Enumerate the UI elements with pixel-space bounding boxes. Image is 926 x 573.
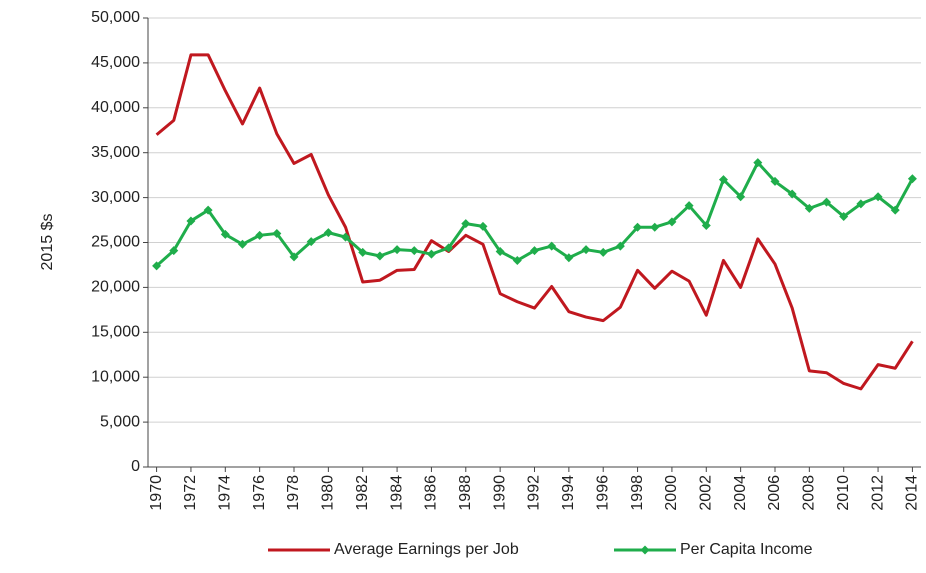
point-marker bbox=[633, 222, 643, 232]
y-tick-label: 10,000 bbox=[91, 368, 140, 385]
point-marker bbox=[581, 245, 591, 255]
point-marker bbox=[718, 175, 728, 185]
point-marker bbox=[409, 246, 419, 256]
point-marker bbox=[203, 205, 213, 215]
x-tick-label: 1996 bbox=[594, 475, 611, 511]
point-marker bbox=[169, 246, 179, 256]
legend-marker bbox=[640, 545, 650, 555]
point-marker bbox=[341, 232, 351, 242]
series-line bbox=[155, 53, 914, 391]
point-marker bbox=[547, 241, 557, 251]
x-tick-label: 1978 bbox=[285, 475, 302, 511]
x-tick-label: 1994 bbox=[560, 475, 577, 511]
x-tick-label: 2012 bbox=[869, 475, 886, 511]
point-marker bbox=[770, 176, 780, 186]
point-marker bbox=[495, 246, 505, 256]
point-marker bbox=[787, 189, 797, 199]
x-tick-label: 2014 bbox=[904, 475, 921, 511]
point-marker bbox=[512, 255, 522, 265]
x-tick-label: 1998 bbox=[629, 475, 646, 511]
point-marker bbox=[255, 230, 265, 240]
x-tick-label: 2000 bbox=[663, 475, 680, 511]
x-tick-label: 1976 bbox=[251, 475, 268, 511]
point-marker bbox=[907, 174, 917, 184]
y-tick-label: 50,000 bbox=[91, 9, 140, 26]
point-marker bbox=[873, 192, 883, 202]
y-tick-label: 5,000 bbox=[100, 413, 140, 430]
x-tick-label: 1986 bbox=[423, 475, 440, 511]
point-marker bbox=[289, 252, 299, 262]
x-tick-label: 1992 bbox=[526, 475, 543, 511]
point-marker bbox=[839, 211, 849, 221]
point-marker bbox=[667, 217, 677, 227]
point-marker bbox=[358, 247, 368, 257]
point-marker bbox=[152, 261, 162, 271]
point-marker bbox=[736, 192, 746, 202]
x-tick-label: 1970 bbox=[148, 475, 165, 511]
x-tick-label: 1980 bbox=[320, 475, 337, 511]
x-tick-label: 1972 bbox=[182, 475, 199, 511]
x-tick-label: 1988 bbox=[457, 475, 474, 511]
point-marker bbox=[444, 243, 454, 253]
x-tick-label: 2002 bbox=[697, 475, 714, 511]
x-tick-label: 2004 bbox=[732, 475, 749, 511]
point-marker bbox=[530, 246, 539, 256]
point-marker bbox=[564, 253, 574, 263]
y-tick-label: 15,000 bbox=[91, 324, 140, 341]
x-tick-label: 2010 bbox=[835, 475, 852, 511]
point-marker bbox=[890, 205, 900, 215]
point-marker bbox=[684, 201, 694, 211]
point-marker bbox=[478, 221, 488, 231]
y-tick-label: 25,000 bbox=[91, 234, 140, 251]
point-marker bbox=[461, 219, 471, 229]
point-marker bbox=[650, 222, 660, 232]
y-tick-label: 35,000 bbox=[91, 144, 140, 161]
y-tick-label: 40,000 bbox=[91, 99, 140, 116]
point-marker bbox=[272, 229, 282, 239]
point-marker bbox=[753, 158, 763, 168]
legend-label: Average Earnings per Job bbox=[334, 541, 519, 558]
point-marker bbox=[306, 237, 316, 247]
y-tick-label: 20,000 bbox=[91, 279, 140, 296]
y-tick-label: 30,000 bbox=[91, 189, 140, 206]
x-tick-label: 2006 bbox=[766, 475, 783, 511]
point-marker bbox=[237, 239, 247, 249]
x-tick-label: 1974 bbox=[217, 475, 234, 511]
point-marker bbox=[323, 228, 333, 238]
x-tick-label: 2008 bbox=[801, 475, 818, 511]
point-marker bbox=[701, 220, 711, 230]
y-axis-label: 2015 $s bbox=[39, 214, 56, 271]
x-tick-label: 1982 bbox=[354, 475, 371, 511]
point-marker bbox=[375, 251, 385, 261]
y-tick-label: 0 bbox=[131, 458, 140, 475]
x-tick-label: 1990 bbox=[491, 475, 508, 511]
y-tick-label: 45,000 bbox=[91, 54, 140, 71]
point-marker bbox=[220, 229, 230, 239]
point-marker bbox=[392, 245, 402, 255]
point-marker bbox=[615, 241, 625, 251]
point-marker bbox=[186, 216, 196, 226]
point-marker bbox=[598, 247, 608, 257]
point-marker bbox=[426, 249, 436, 259]
legend-label: Per Capita Income bbox=[680, 541, 813, 558]
x-tick-label: 1984 bbox=[388, 475, 405, 511]
point-marker bbox=[822, 197, 832, 207]
point-marker bbox=[856, 199, 866, 209]
point-marker bbox=[804, 203, 814, 213]
